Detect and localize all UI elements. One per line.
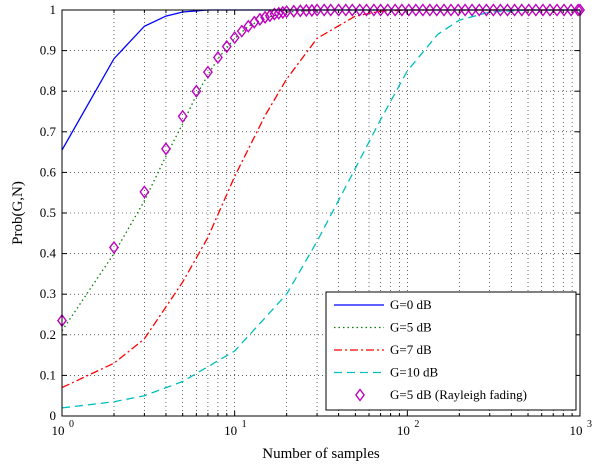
y-tick-label: 0.6: [40, 164, 57, 179]
y-tick-label: 1: [50, 2, 57, 17]
y-tick-label: 0.9: [40, 43, 56, 58]
data-point-diamond: [333, 3, 344, 17]
legend-entry-label: G=7 dB: [390, 342, 432, 357]
data-point-diamond: [229, 30, 240, 45]
data-point-diamond: [221, 39, 232, 54]
data-point-diamond: [566, 3, 577, 17]
data-point-diamond: [453, 3, 464, 17]
data-point-diamond: [254, 12, 265, 27]
data-point-diamond: [325, 3, 336, 17]
data-point-diamond: [530, 3, 541, 17]
data-point-diamond: [559, 3, 570, 17]
data-point-diamond: [537, 3, 548, 17]
data-point-diamond: [481, 3, 492, 17]
x-tick-exponent: 3: [587, 419, 592, 430]
y-tick-label: 0.3: [40, 286, 56, 301]
series-rayleigh-markers: [57, 3, 585, 328]
data-point-diamond: [273, 6, 284, 20]
x-tick-label: 10: [52, 423, 65, 438]
series-layer: [57, 3, 585, 409]
y-tick-label: 0.1: [40, 367, 56, 382]
x-tick-exponent: 1: [242, 419, 247, 430]
data-point-diamond: [202, 65, 213, 79]
data-point-diamond: [264, 9, 275, 23]
legend-entry-label: G=10 dB: [390, 365, 438, 380]
data-point-diamond: [368, 3, 379, 17]
data-point-diamond: [212, 50, 223, 65]
data-point-diamond: [438, 3, 449, 17]
data-point-diamond: [460, 3, 471, 17]
data-point-diamond: [495, 3, 506, 17]
data-point-diamond: [424, 3, 435, 17]
data-point-diamond: [375, 3, 386, 17]
data-point-diamond: [467, 3, 478, 17]
data-point-diamond: [488, 3, 499, 17]
data-point-diamond: [396, 3, 407, 17]
data-point-diamond: [340, 3, 351, 17]
data-point-diamond: [502, 3, 513, 17]
legend-entry-label: G=5 dB (Rayleigh fading): [390, 387, 527, 402]
data-point-diamond: [544, 3, 555, 17]
data-point-diamond: [552, 3, 563, 17]
x-tick-label: 10: [397, 423, 410, 438]
data-point-diamond: [361, 3, 372, 17]
data-point-diamond: [260, 10, 271, 24]
y-tick-label: 0.7: [40, 124, 57, 139]
legend-entry-label: G=0 dB: [390, 297, 432, 312]
legend-marker-diamond: [355, 388, 365, 402]
data-point-diamond: [319, 3, 330, 17]
data-point-diamond: [509, 3, 520, 17]
data-point-diamond: [410, 3, 421, 17]
data-point-diamond: [347, 3, 358, 17]
data-point-diamond: [573, 3, 584, 17]
x-tick-exponent: 0: [69, 419, 74, 430]
data-point-diamond: [108, 240, 119, 255]
x-axis-label: Number of samples: [262, 446, 380, 462]
x-tick-label: 10: [570, 423, 583, 438]
data-point-diamond: [390, 3, 401, 17]
legend-box: [325, 291, 577, 411]
data-point-diamond: [523, 3, 534, 17]
data-point-diamond: [445, 3, 456, 17]
x-tick-exponent: 2: [414, 419, 419, 430]
data-point-diamond: [277, 5, 288, 20]
y-tick-label: 0.8: [40, 83, 56, 98]
data-point-diamond: [236, 24, 247, 38]
legend: G=0 dB G=5 dB G=7 dB G=10 dB G=5 dB (Rayleig…: [325, 291, 577, 411]
data-point-diamond: [417, 3, 428, 17]
x-tick-label: 10: [224, 423, 237, 438]
data-point-diamond: [269, 7, 280, 21]
series-line-4: [61, 9, 580, 409]
data-point-diamond: [474, 3, 485, 17]
y-tick-label: 0: [50, 408, 57, 423]
y-tick-label: 0.2: [40, 327, 56, 342]
data-point-diamond: [431, 3, 442, 17]
data-point-diamond: [160, 142, 171, 156]
y-tick-label: 0.4: [40, 246, 57, 261]
y-tick-label: 0.5: [40, 205, 56, 220]
data-point-diamond: [177, 109, 188, 124]
data-point-diamond: [382, 3, 393, 17]
data-point-diamond: [139, 185, 150, 199]
legend-entry-label: G=5 dB: [390, 320, 432, 335]
y-axis-label: Prob(G,N): [10, 181, 26, 245]
data-point-diamond: [354, 3, 365, 17]
data-point-diamond: [312, 3, 323, 17]
series-line-2: [61, 9, 580, 332]
data-point-diamond: [191, 84, 202, 98]
data-point-diamond: [403, 3, 414, 17]
series-line-1: [61, 9, 580, 151]
data-point-diamond: [516, 3, 527, 17]
